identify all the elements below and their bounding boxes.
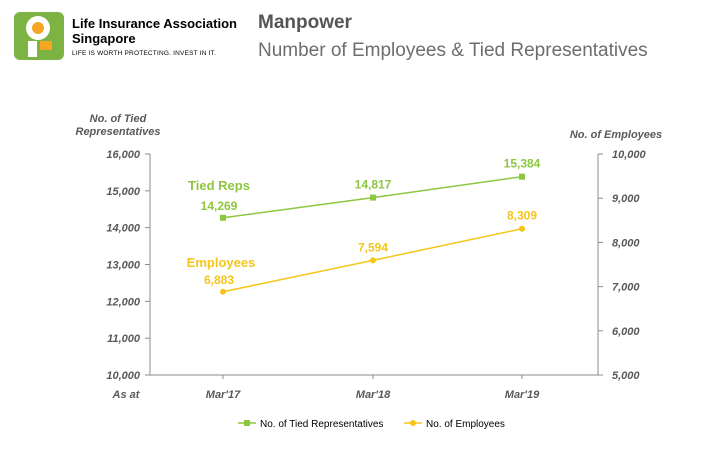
- series-point: [220, 288, 226, 295]
- data-label: 8,309: [507, 209, 537, 223]
- y-right-tick-label: 6,000: [612, 326, 640, 338]
- y-right-tick-label: 9,000: [612, 193, 640, 205]
- x-tick-label: Mar'17: [206, 389, 241, 401]
- y-right-tick-label: 8,000: [612, 237, 640, 249]
- legend-swatch-marker: [244, 420, 250, 426]
- x-tick-label: Mar'18: [356, 389, 391, 401]
- legend: No. of Tied Representatives No. of Employ…: [238, 419, 505, 430]
- series-point: [519, 225, 525, 232]
- legend-swatch-marker: [410, 420, 416, 426]
- logo-stem: [28, 41, 37, 57]
- y-left-tick-label: 15,000: [106, 186, 141, 198]
- y-right-tick-label: 7,000: [612, 282, 640, 294]
- lia-logo: Life Insurance Association Singapore LIF…: [14, 10, 244, 66]
- y-left-axis: 10,000 11,000 12,000 13,000 14,000 15,000 16,0…: [106, 149, 151, 382]
- y-right-axis: 5,000 6,000 7,000 8,000 9,000 10,000: [597, 149, 647, 382]
- y-right-title: No. of Employees: [570, 129, 662, 141]
- series-inline-label: Employees: [187, 255, 256, 270]
- logo-block: [40, 41, 52, 50]
- x-tick-label: Mar'19: [505, 389, 540, 401]
- title-block: Manpower Number of Employees & Tied Repr…: [258, 10, 648, 64]
- org-tagline: LIFE IS WORTH PROTECTING. INVEST IN IT.: [72, 50, 217, 57]
- y-right-tick-label: 10,000: [612, 149, 647, 161]
- data-label: 14,269: [201, 199, 238, 213]
- series-point: [370, 257, 376, 264]
- y-left-tick-label: 10,000: [106, 370, 141, 382]
- org-name-line2: Singapore: [72, 31, 136, 46]
- series-point: [519, 173, 525, 180]
- x-axis: Mar'17 Mar'18 Mar'19: [150, 374, 598, 401]
- y-right-tick-label: 5,000: [612, 370, 640, 382]
- page-title: Manpower: [258, 12, 352, 33]
- y-left-tick-label: 16,000: [106, 149, 141, 161]
- data-label: 14,817: [355, 178, 392, 192]
- page-subtitle: Number of Employees & Tied Representativ…: [258, 40, 648, 61]
- data-label: 6,883: [204, 273, 234, 287]
- series-point: [370, 194, 376, 201]
- y-left-tick-label: 12,000: [106, 296, 141, 308]
- y-left-tick-label: 14,000: [106, 223, 141, 235]
- series-point: [220, 214, 226, 221]
- legend-label: No. of Tied Representatives: [260, 419, 383, 430]
- legend-label: No. of Employees: [426, 419, 505, 430]
- y-left-tick-label: 13,000: [106, 260, 141, 272]
- x-axis-prefix: As at: [112, 389, 141, 401]
- lia-logo-mark: [14, 12, 64, 60]
- y-left-tick-label: 11,000: [107, 333, 141, 345]
- org-name: Life Insurance Association Singapore: [72, 16, 237, 46]
- org-name-line1: Life Insurance Association: [72, 16, 237, 31]
- series-inline-label: Tied Reps: [188, 178, 250, 193]
- data-label: 7,594: [358, 240, 388, 254]
- logo-dot: [32, 22, 44, 34]
- y-left-title-line2: Representatives: [76, 126, 161, 138]
- data-label: 15,384: [504, 157, 541, 171]
- y-left-title-line1: No. of Tied: [90, 113, 147, 125]
- series-layer: 14,269 14,817 15,384 Tied Reps 6,883 7,594 8,3…: [187, 157, 541, 295]
